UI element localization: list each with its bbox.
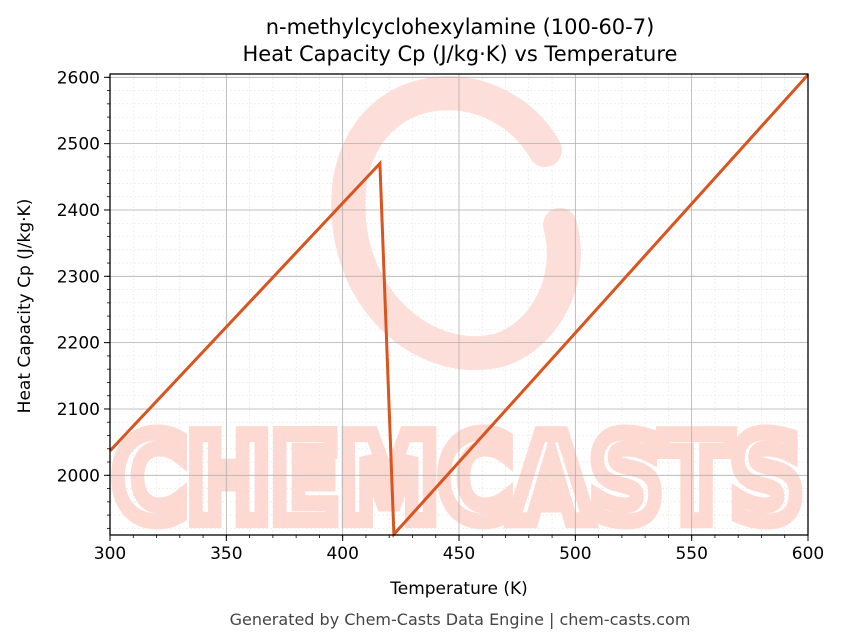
chart-title: n-methylcyclohexylamine (100-60-7) (266, 15, 655, 39)
x-tick-label: 350 (210, 544, 242, 564)
y-tick-label: 2300 (57, 267, 100, 287)
cp-series-line (108, 73, 810, 539)
series-layer (108, 73, 810, 539)
y-tick-label: 2200 (57, 334, 100, 354)
x-tick-label: 450 (443, 544, 475, 564)
footer-credit: Generated by Chem-Casts Data Engine | ch… (230, 610, 691, 629)
x-axis-label: Temperature (K) (389, 579, 528, 599)
y-tick-label: 2000 (57, 466, 100, 486)
y-tick-label: 2400 (57, 201, 100, 221)
watermark-swirl (331, 76, 581, 371)
tick-marks (104, 76, 809, 541)
x-tick-label: 400 (326, 544, 358, 564)
y-tick-label: 2600 (57, 68, 100, 88)
y-tick-label: 2500 (57, 135, 100, 155)
major-grid (109, 74, 809, 535)
x-tick-label: 550 (675, 544, 707, 564)
x-tick-label: 600 (792, 544, 824, 564)
chemcasts-watermark: CHEMCASTS (105, 76, 811, 556)
watermark-text: CHEMCASTS (113, 410, 803, 548)
chart-subtitle: Heat Capacity Cp (J/kg·K) vs Temperature (243, 42, 678, 66)
y-axis-label: Heat Capacity Cp (J/kg·K) (15, 199, 35, 414)
y-tick-label: 2100 (57, 400, 100, 420)
x-tick-labels: 300 350 400 450 500 550 600 (94, 544, 824, 564)
y-tick-labels: 2000 2100 2200 2300 2400 2500 2600 (57, 68, 100, 486)
x-tick-label: 300 (94, 544, 126, 564)
x-tick-label: 500 (559, 544, 591, 564)
